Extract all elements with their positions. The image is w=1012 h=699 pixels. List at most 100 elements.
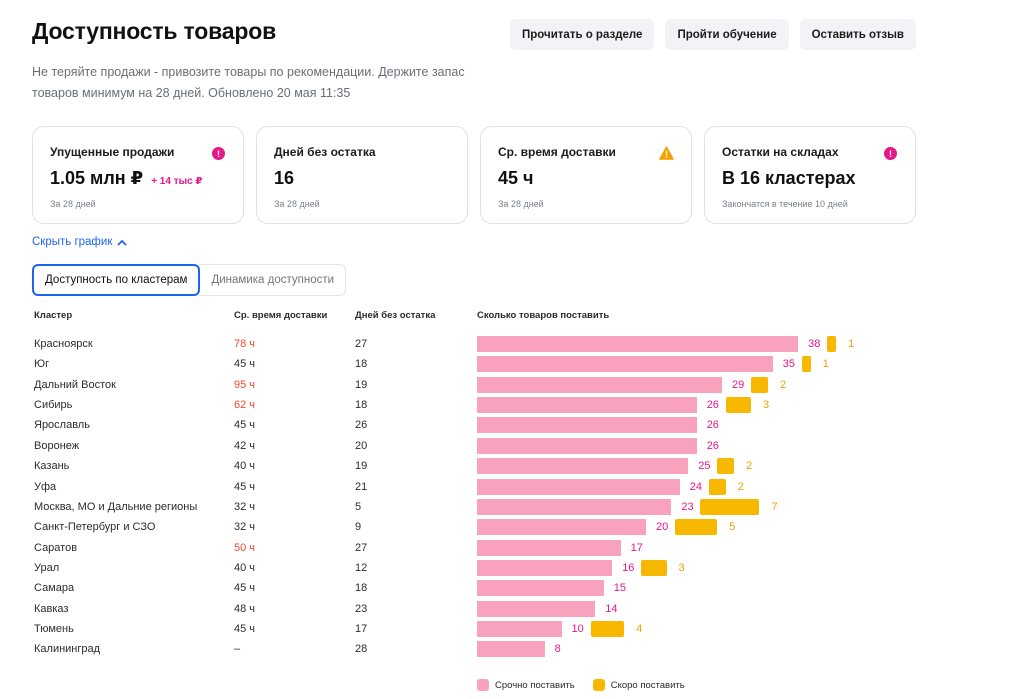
- cluster-name: Сибирь: [34, 399, 73, 412]
- legend-soon: Скоро поставить: [592, 679, 685, 691]
- bar-urgent[interactable]: [477, 417, 697, 434]
- bar-soon[interactable]: [590, 620, 625, 637]
- delivery-time: 45 ч: [234, 622, 256, 635]
- delivery-time: 45 ч: [234, 582, 256, 595]
- bar-label-urgent: 38: [808, 338, 821, 350]
- leave-feedback-button[interactable]: Оставить отзыв: [799, 19, 916, 50]
- cluster-name: Тюмень: [34, 622, 74, 635]
- bar-label-soon: 2: [779, 378, 787, 391]
- cluster-name: Дальний Восток: [34, 378, 116, 391]
- card-note: За 28 дней: [50, 199, 96, 209]
- bar-label-urgent: 29: [732, 378, 745, 391]
- delivery-time: 32 ч: [234, 521, 256, 534]
- bar-label-urgent: 14: [605, 602, 618, 615]
- days-out-of-stock: 18: [355, 358, 368, 371]
- bar-soon[interactable]: [708, 478, 726, 495]
- take-training-button[interactable]: Пройти обучение: [665, 19, 789, 50]
- days-out-of-stock: 27: [355, 338, 368, 350]
- table-row: Уфа 45 ч 21 24 2: [0, 477, 1012, 497]
- cluster-name: Ярославль: [34, 419, 90, 432]
- bar-urgent[interactable]: [477, 336, 799, 352]
- bar-soon[interactable]: [675, 519, 718, 536]
- bar-soon[interactable]: [641, 559, 667, 576]
- bar-urgent[interactable]: [477, 478, 680, 495]
- card-note: Закончатся в течение 10 дней: [722, 199, 848, 209]
- legend-label-urgent: Срочно поставить: [495, 679, 575, 691]
- cluster-name: Санкт-Петербург и СЗО: [34, 521, 156, 534]
- bar-label-soon: 4: [636, 622, 643, 635]
- table-row: Санкт-Петербург и СЗО 32 ч 9 20 5: [0, 517, 1012, 537]
- bar-label-urgent: 24: [689, 480, 703, 493]
- chart-legend: Срочно поставить Скоро поставить: [477, 679, 685, 691]
- bar-urgent[interactable]: [477, 559, 613, 576]
- delivery-time: 42 ч: [234, 439, 256, 452]
- card-note: За 28 дней: [274, 199, 320, 209]
- days-out-of-stock: 5: [355, 500, 362, 513]
- bar-label-soon: 2: [746, 460, 753, 473]
- warning-triangle-icon[interactable]: [659, 146, 674, 160]
- legend-urgent: Срочно поставить: [477, 679, 575, 691]
- table-row: Кавказ 48 ч 23 14: [0, 599, 1012, 619]
- hide-chart-label: Скрыть график: [32, 236, 113, 248]
- bar-soon[interactable]: [827, 336, 837, 352]
- bar-label-soon: 3: [678, 561, 685, 574]
- bar-urgent[interactable]: [477, 356, 773, 373]
- alert-circle-icon[interactable]: !: [884, 147, 897, 160]
- bar-label-urgent: 26: [706, 399, 719, 412]
- bar-soon[interactable]: [700, 498, 760, 515]
- cluster-name: Уфа: [34, 480, 57, 493]
- card-value: 45 ч: [498, 168, 534, 188]
- column-header-supply-quantity: Сколько товаров поставить: [477, 310, 610, 321]
- bar-label-soon: 2: [737, 480, 744, 493]
- tab-availability-dynamics[interactable]: Динамика доступности: [200, 264, 347, 296]
- days-out-of-stock: 17: [355, 622, 368, 635]
- bar-urgent[interactable]: [477, 580, 604, 597]
- bar-urgent[interactable]: [477, 620, 562, 637]
- delivery-time: 48 ч: [234, 602, 256, 615]
- column-header-days-out-of-stock: Дней без остатка: [355, 310, 436, 321]
- delivery-time: 40 ч: [234, 460, 256, 473]
- metric-card-delivery-time: Ср. время доставки 45 ч За 28 дней: [480, 126, 692, 224]
- tab-availability-by-cluster[interactable]: Доступность по кластерам: [32, 264, 201, 296]
- page-title: Доступность товаров: [32, 18, 277, 44]
- bar-label-urgent: 17: [630, 541, 643, 554]
- bar-urgent[interactable]: [477, 600, 596, 617]
- days-out-of-stock: 12: [355, 561, 368, 574]
- days-out-of-stock: 28: [355, 643, 368, 656]
- page-subtitle: Не теряйте продажи - привозите товары по…: [32, 65, 465, 100]
- chevron-up-icon: [117, 239, 127, 246]
- bar-label-urgent: 16: [622, 561, 635, 574]
- bar-soon[interactable]: [801, 356, 811, 373]
- chart-tabs: Доступность по кластерам Динамика доступ…: [32, 264, 347, 296]
- bar-soon[interactable]: [717, 458, 735, 475]
- card-delta: + 14 тыс ₽: [151, 176, 203, 187]
- days-out-of-stock: 18: [355, 399, 368, 412]
- card-note: За 28 дней: [498, 199, 544, 209]
- days-out-of-stock: 27: [355, 541, 368, 554]
- hide-chart-toggle[interactable]: Скрыть график: [32, 236, 127, 248]
- card-value: В 16 кластерах: [722, 168, 856, 188]
- bar-soon[interactable]: [751, 376, 768, 393]
- cluster-name: Казань: [34, 460, 70, 473]
- cluster-name: Саратов: [34, 541, 78, 554]
- table-row: Красноярск 78 ч 27 38 1: [0, 334, 1012, 354]
- cluster-name: Калининград: [34, 643, 101, 656]
- bar-urgent[interactable]: [477, 437, 697, 454]
- bar-urgent[interactable]: [477, 539, 621, 556]
- card-label: Упущенные продажи: [50, 145, 175, 159]
- bar-urgent[interactable]: [477, 458, 689, 475]
- bar-urgent[interactable]: [477, 498, 672, 515]
- bar-urgent[interactable]: [477, 397, 697, 414]
- bar-urgent[interactable]: [477, 376, 723, 393]
- bar-soon[interactable]: [725, 397, 752, 414]
- metric-cards: Упущенные продажи 1.05 млн ₽ + 14 тыс ₽ …: [32, 126, 916, 224]
- delivery-time: 78 ч: [234, 338, 256, 350]
- metric-card-lost-sales: Упущенные продажи 1.05 млн ₽ + 14 тыс ₽ …: [32, 126, 244, 224]
- read-about-section-button[interactable]: Прочитать о разделе: [510, 19, 655, 50]
- bar-urgent[interactable]: [477, 641, 545, 658]
- bar-label-soon: 1: [848, 338, 855, 350]
- alert-circle-icon[interactable]: !: [212, 147, 225, 160]
- delivery-time: 62 ч: [234, 399, 256, 412]
- bar-label-soon: 5: [729, 521, 736, 534]
- bar-urgent[interactable]: [477, 519, 646, 536]
